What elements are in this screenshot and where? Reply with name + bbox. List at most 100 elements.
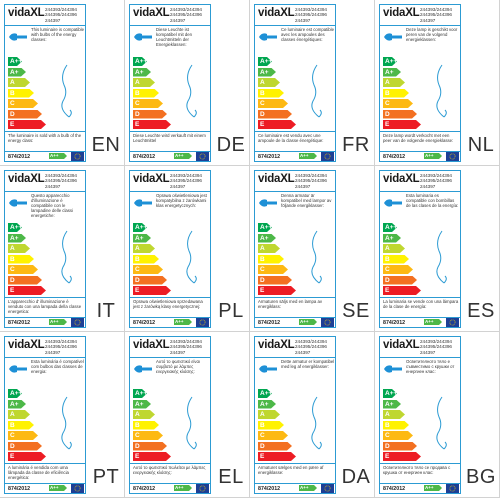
eu-flag-icon (446, 484, 459, 493)
energy-class-bar: C (8, 431, 38, 440)
product-codes: 244393/244394 244395/244396 244397 (170, 339, 202, 355)
divider (255, 357, 335, 358)
energy-label: vidaXL 244393/244394 244395/244396 24439… (379, 336, 461, 494)
regulation-number: 874/2012 (383, 154, 406, 160)
energy-class-bar: A+ (133, 400, 151, 409)
energy-class-bar: D (258, 276, 292, 285)
divider (255, 317, 335, 318)
compatibility-text: Dette armatur er kompatibel med leg af e… (281, 359, 335, 370)
energy-class-bar: A (8, 78, 30, 87)
divider (5, 297, 85, 298)
energy-label: vidaXL 244393/244394 244395/244396 24439… (254, 170, 336, 328)
language-code: DA (341, 466, 371, 488)
product-code-line: 244395/244396 (420, 12, 452, 18)
energy-class-bar: B (258, 89, 284, 98)
energy-class-bar: A+ (8, 68, 26, 77)
energy-class-bar: C (133, 99, 163, 108)
brand-name: vidaXL (133, 339, 170, 351)
product-codes: 244393/244394 244395/244396 244397 (295, 7, 327, 23)
eu-flag-icon (321, 152, 334, 161)
energy-class-scale: A++ A+ A B C D E (258, 223, 302, 301)
product-code-line: 244397 (420, 183, 436, 189)
product-code-line: 244395/244396 (295, 12, 327, 18)
product-codes: 244393/244394 244395/244396 244397 (45, 7, 77, 23)
energy-class-bar: E (133, 452, 171, 461)
product-code-line: 244393/244394 (295, 339, 327, 344)
sold-with-text: Armaturen säljs med en lampa av energikl… (258, 299, 323, 310)
compatibility-text: Αυτό το φωτιστικό είναι συμβατό με λάμπε… (156, 359, 200, 375)
sold-with-text: A luminária é vendida com uma lâmpada da… (8, 465, 69, 481)
energy-class-bar: E (383, 452, 421, 461)
lamp-bulb-icon (259, 33, 277, 41)
product-codes: 244393/244394 244395/244396 244397 (420, 7, 452, 23)
energy-label-cell: vidaXL 244393/244394 244395/244396 24439… (0, 0, 125, 166)
product-code-line: 244393/244394 (170, 7, 202, 12)
product-codes: 244393/244394 244395/244396 244397 (295, 173, 327, 189)
energy-class-bar: E (133, 286, 171, 295)
regulation-number: 874/2012 (133, 154, 156, 160)
energy-class-bar: E (383, 120, 421, 129)
energy-class-bar: D (383, 276, 417, 285)
energy-label-cell: vidaXL 244393/244394 244395/244396 24439… (125, 332, 250, 498)
compatibility-text: Diese Leuchte ist kompatibel mit den Leu… (156, 27, 193, 48)
divider (380, 463, 460, 464)
energy-class-scale: A++ A+ A B C D E (258, 389, 302, 467)
product-code-line: 244395/244396 (170, 344, 202, 350)
lamp-bulb-icon (9, 33, 27, 41)
energy-class-bar: A++ (260, 390, 273, 397)
energy-class-bar: A (133, 78, 155, 87)
product-code-line: 244393/244394 (295, 173, 327, 178)
regulation-number: 874/2012 (8, 154, 31, 160)
sold-with-text: L'apparecchio d' illuminazione è venduto… (8, 299, 82, 315)
product-code-line: 244395/244396 (45, 12, 77, 18)
divider (380, 191, 460, 192)
energy-class-bar: D (8, 110, 42, 119)
divider (380, 357, 460, 358)
product-code-line: 244395/244396 (45, 344, 77, 350)
included-class-badge: A++ (299, 485, 317, 491)
lamp-bulb-icon (384, 365, 402, 373)
energy-label-cell: vidaXL 244393/244394 244395/244396 24439… (375, 0, 500, 166)
regulation-number: 874/2012 (133, 486, 156, 492)
product-code-line: 244393/244394 (45, 7, 77, 12)
included-class-badge: A++ (424, 319, 442, 325)
regulation-number: 874/2012 (383, 320, 406, 326)
energy-class-bar: C (383, 99, 413, 108)
energy-class-bar: E (133, 120, 171, 129)
energy-class-bar: D (258, 442, 292, 451)
eu-flag-icon (196, 152, 209, 161)
included-class-badge: A++ (424, 153, 442, 159)
energy-class-bar: B (383, 89, 409, 98)
divider (255, 297, 335, 298)
sold-with-text: La luminaria se vende con una lámpara de… (383, 299, 459, 310)
energy-class-bar: A++ (385, 390, 398, 397)
eu-flag-icon (196, 484, 209, 493)
product-code-line: 244393/244394 (45, 339, 77, 344)
divider (130, 25, 210, 26)
brand-name: vidaXL (8, 7, 45, 19)
brand-name: vidaXL (383, 7, 420, 19)
energy-class-bar: E (8, 452, 46, 461)
energy-label: vidaXL 244393/244394 244395/244396 24439… (129, 4, 211, 162)
divider (130, 151, 210, 152)
product-codes: 244393/244394 244395/244396 244397 (420, 173, 452, 189)
luminaire-outline-icon (436, 396, 447, 450)
compatibility-text: Questo apparecchio d'illuminazione è com… (31, 193, 74, 219)
product-code-line: 244397 (295, 17, 311, 23)
sold-with-text: Oprawa oświetleniowa sprzedawana jest z … (133, 299, 203, 310)
energy-label: vidaXL 244393/244394 244395/244396 24439… (4, 336, 86, 494)
energy-class-scale: A++ A+ A B C D E (8, 389, 52, 467)
included-class-badge: A++ (49, 153, 67, 159)
energy-class-bar: C (258, 431, 288, 440)
compatibility-text: Осветителното тяло е съвместимо с крушки… (406, 359, 455, 375)
brand-name: vidaXL (8, 173, 45, 185)
product-code-line: 244397 (420, 349, 436, 355)
energy-class-bar: A+ (258, 400, 276, 409)
lamp-bulb-icon (9, 199, 27, 207)
energy-label-cell: vidaXL 244393/244394 244395/244396 24439… (375, 332, 500, 498)
energy-label: vidaXL 244393/244394 244395/244396 24439… (129, 170, 211, 328)
energy-label-cell: vidaXL 244393/244394 244395/244396 24439… (125, 0, 250, 166)
energy-class-bar: E (8, 286, 46, 295)
product-codes: 244393/244394 244395/244396 244397 (45, 339, 77, 355)
energy-class-bar: E (258, 120, 296, 129)
